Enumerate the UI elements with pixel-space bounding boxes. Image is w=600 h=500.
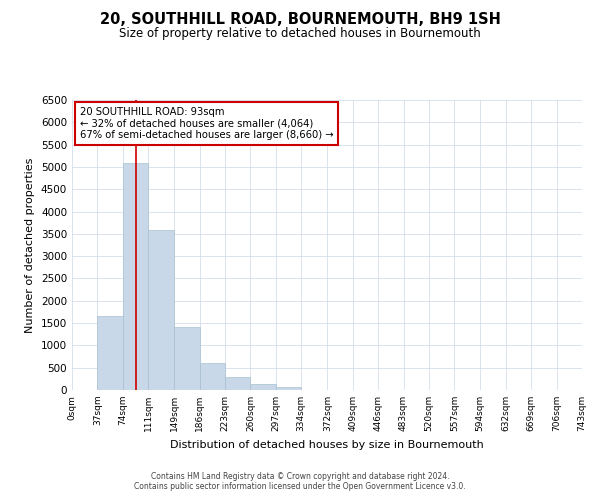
Bar	[276, 388, 301, 390]
Text: 20 SOUTHHILL ROAD: 93sqm
← 32% of detached houses are smaller (4,064)
67% of sem: 20 SOUTHHILL ROAD: 93sqm ← 32% of detach…	[80, 108, 333, 140]
Bar	[174, 326, 200, 390]
Bar	[250, 384, 276, 390]
Text: Size of property relative to detached houses in Bournemouth: Size of property relative to detached ho…	[119, 28, 481, 40]
Bar	[148, 230, 174, 390]
Bar	[200, 362, 225, 390]
Bar	[97, 316, 123, 390]
Y-axis label: Number of detached properties: Number of detached properties	[25, 158, 35, 332]
X-axis label: Distribution of detached houses by size in Bournemouth: Distribution of detached houses by size …	[170, 440, 484, 450]
Bar	[123, 164, 148, 390]
Bar	[225, 376, 250, 390]
Text: Contains HM Land Registry data © Crown copyright and database right 2024.: Contains HM Land Registry data © Crown c…	[151, 472, 449, 481]
Text: 20, SOUTHHILL ROAD, BOURNEMOUTH, BH9 1SH: 20, SOUTHHILL ROAD, BOURNEMOUTH, BH9 1SH	[100, 12, 500, 28]
Text: Contains public sector information licensed under the Open Government Licence v3: Contains public sector information licen…	[134, 482, 466, 491]
